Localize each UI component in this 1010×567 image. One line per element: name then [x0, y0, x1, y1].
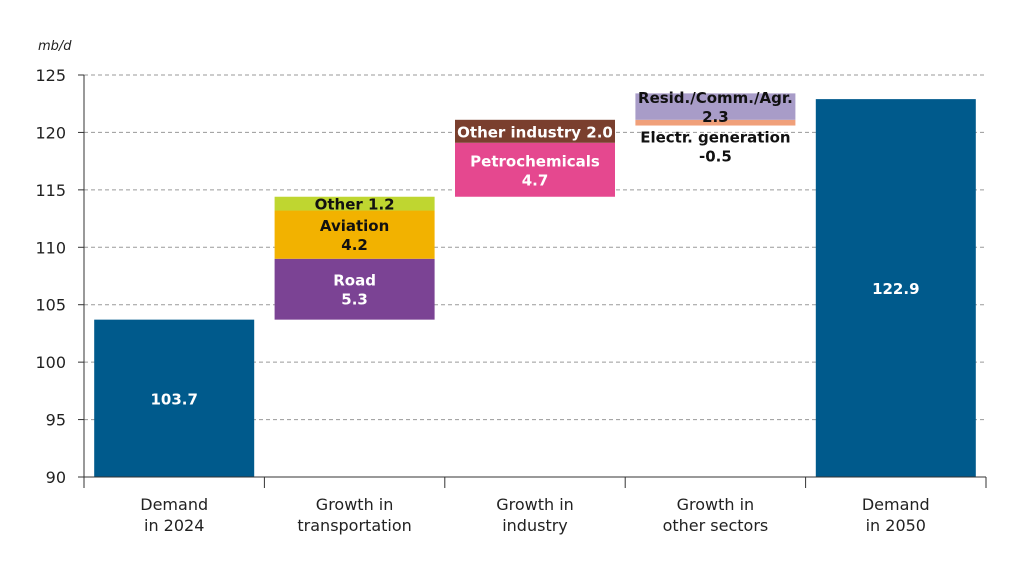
y-axis-unit-label: mb/d — [38, 39, 72, 54]
x-category-label: Growth in — [316, 495, 394, 514]
segment-label: -0.5 — [699, 148, 732, 166]
segment-label: 2.3 — [702, 108, 729, 126]
total-bar-label: 103.7 — [150, 390, 197, 408]
y-tick-label: 90 — [46, 468, 66, 487]
segment-bar — [635, 119, 796, 126]
segment-label: Petrochemicals — [470, 152, 600, 170]
segment-label: Other industry 2.0 — [457, 123, 613, 141]
x-category-label: in 2050 — [866, 516, 926, 535]
segment-bar — [635, 93, 796, 120]
segment-label: 5.3 — [341, 291, 368, 309]
x-category-label: transportation — [297, 516, 411, 535]
x-category-label: other sectors — [663, 516, 769, 535]
y-tick-label: 115 — [35, 181, 66, 200]
bars — [94, 93, 976, 478]
segment-label: Aviation — [320, 217, 389, 235]
segment-label: Other 1.2 — [315, 196, 395, 214]
x-category-label: Growth in — [677, 495, 755, 514]
segment-label: 4.2 — [341, 236, 368, 254]
segment-bar — [455, 142, 615, 197]
x-category-label: industry — [502, 516, 568, 535]
total-bar — [815, 99, 976, 478]
total-bar-label: 122.9 — [872, 280, 919, 298]
segment-bar — [274, 196, 435, 211]
y-tick-label: 125 — [35, 66, 66, 85]
segment-bar — [274, 258, 435, 320]
segment-label: 4.7 — [522, 171, 549, 189]
segment-bar — [455, 119, 615, 143]
segment-bar — [274, 210, 435, 259]
y-tick-label: 110 — [35, 238, 66, 257]
x-category-label: Growth in — [496, 495, 574, 514]
segment-label: Electr. generation — [640, 129, 790, 147]
y-tick-label: 95 — [46, 411, 66, 430]
segment-label: Resid./Comm./Agr. — [638, 89, 793, 107]
segment-label: Road — [333, 272, 376, 290]
y-tick-label: 100 — [35, 353, 66, 372]
x-category-label: Demand — [140, 495, 208, 514]
y-tick-label: 105 — [35, 296, 66, 315]
total-bar — [94, 319, 255, 477]
axes: 90 95 100 105 110 115 120 125 Demand in 2024 Growt… — [35, 66, 987, 535]
y-tick-label: 120 — [35, 123, 66, 142]
x-category-label: in 2024 — [144, 516, 204, 535]
x-category-label: Demand — [862, 495, 930, 514]
